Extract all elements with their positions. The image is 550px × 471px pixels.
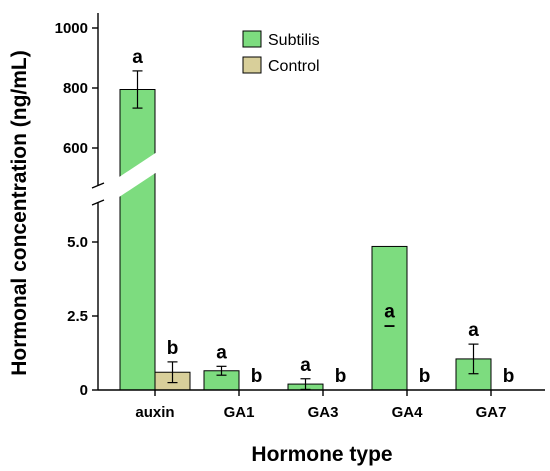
ticks-layer: auxin GA1 GA3 GA4 GA7 0 2.5 5.0 600 800 1000 — [55, 20, 507, 421]
y-tick-label-600: 600 — [63, 140, 88, 157]
sig-label-control-auxin: b — [167, 338, 179, 359]
error-bar-subtilis-ga7 — [468, 343, 479, 375]
axis-break-gap — [92, 150, 160, 215]
y-tick-label-0: 0 — [80, 382, 88, 399]
legend-swatch-control — [242, 56, 262, 74]
y-tick-label-5.0: 5.0 — [67, 234, 88, 251]
bar-subtilis-ga4 — [371, 245, 408, 391]
sig-label-subtilis-ga7: a — [468, 320, 479, 341]
error-bar-control-auxin — [167, 361, 178, 384]
x-axis-title: Hormone type — [251, 443, 392, 466]
legend-swatch-subtilis — [242, 30, 262, 48]
significance-labels-layer: a b a b a b a b a b — [132, 47, 514, 387]
x-tick-label-ga3: GA3 — [308, 404, 339, 421]
y-axis-title: Hormonal concentration (ng/mL) — [8, 50, 31, 376]
sig-label-subtilis-ga3: a — [300, 355, 311, 376]
error-bar-subtilis-ga1 — [216, 365, 227, 376]
sig-label-subtilis-auxin: a — [132, 47, 143, 68]
x-tick-label-ga7: GA7 — [476, 404, 507, 421]
x-tick-label-ga4: GA4 — [392, 404, 424, 421]
y-tick-label-2.5: 2.5 — [67, 308, 88, 325]
error-bar-subtilis-auxin — [132, 70, 143, 109]
sig-label-control-ga7: b — [503, 366, 515, 387]
sig-label-control-ga1: b — [251, 366, 263, 387]
y-tick-label-800: 800 — [63, 80, 88, 97]
bar-subtilis-auxin — [119, 89, 156, 391]
sig-label-subtilis-ga1: a — [216, 342, 227, 363]
error-bar-subtilis-ga4 — [384, 325, 395, 327]
y-tick-label-1000: 1000 — [55, 20, 88, 37]
error-bars-layer — [132, 70, 479, 391]
legend-label-control: Control — [268, 58, 320, 75]
sig-label-subtilis-ga4: a — [384, 302, 395, 323]
sig-label-control-ga4: b — [419, 366, 431, 387]
legend: Subtilis Control — [242, 30, 320, 75]
x-tick-label-ga1: GA1 — [224, 404, 255, 421]
axis-break-mark-bottom — [91, 199, 105, 206]
sig-label-control-ga3: b — [335, 366, 347, 387]
x-tick-label-auxin: auxin — [135, 404, 174, 421]
legend-label-subtilis: Subtilis — [268, 32, 320, 49]
